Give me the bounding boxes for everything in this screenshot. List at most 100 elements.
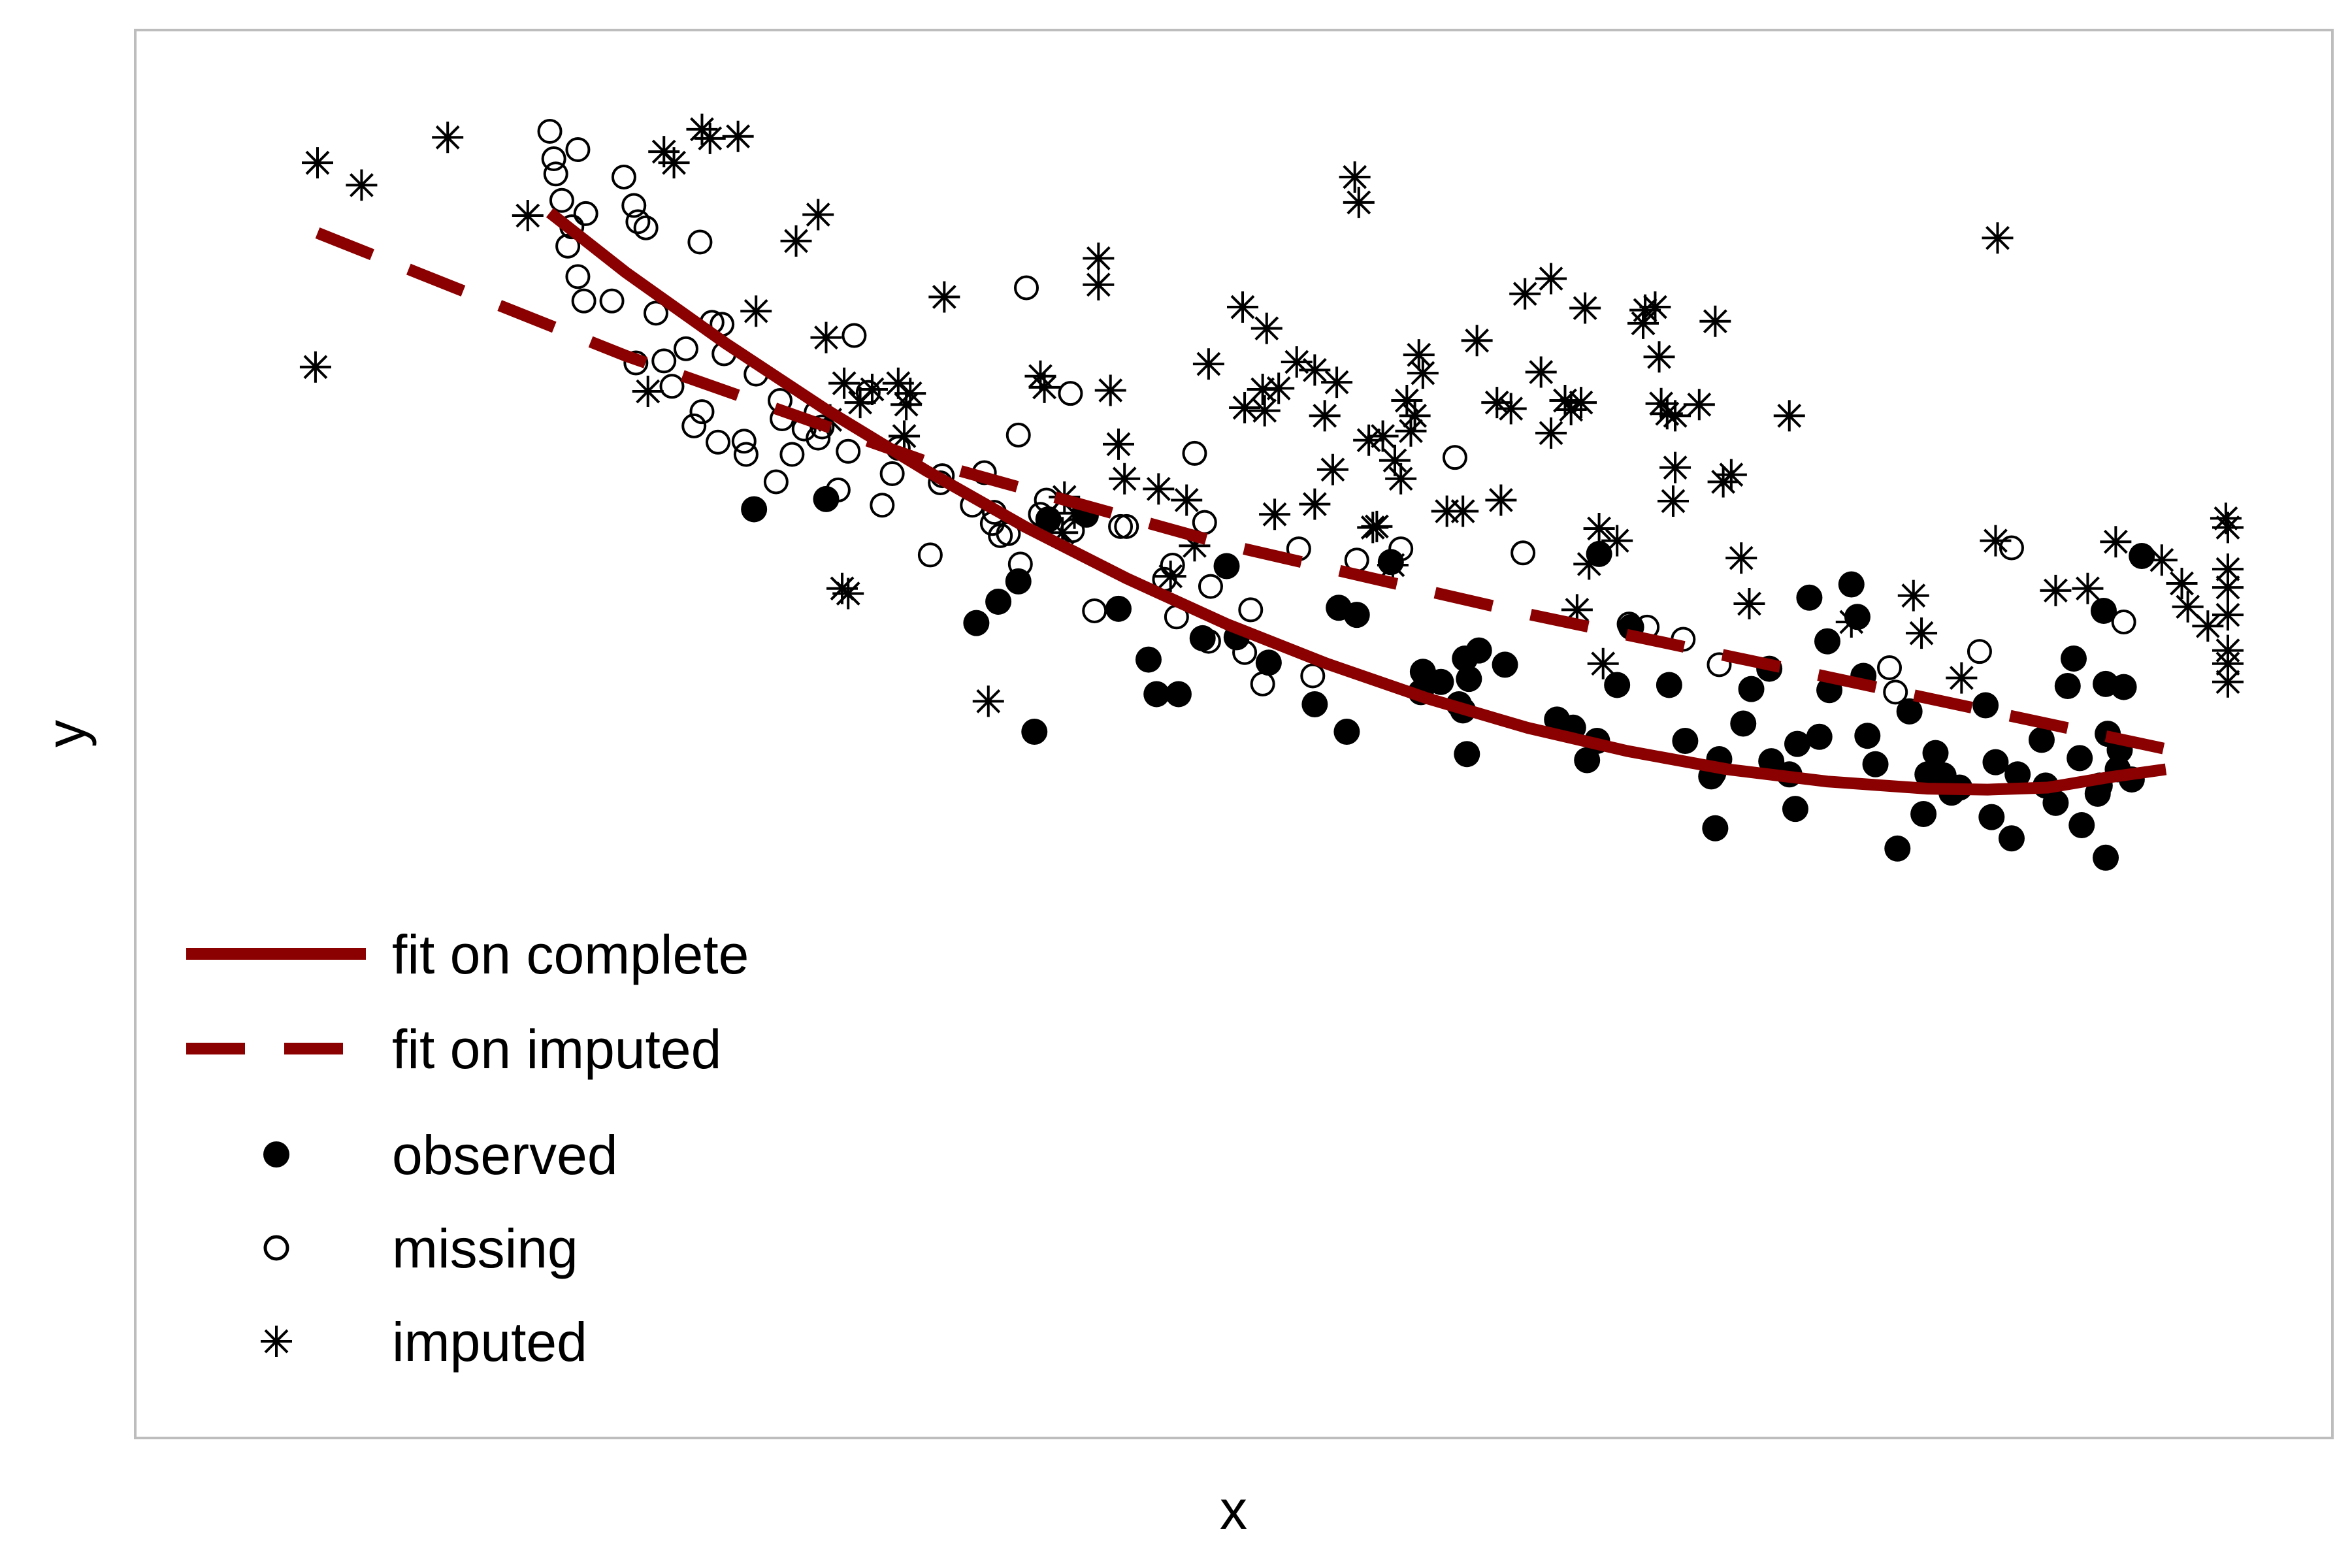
observed-point [813, 485, 840, 512]
observed-point [2068, 812, 2095, 839]
imputed-point [1361, 510, 1393, 542]
missing-point [565, 264, 591, 289]
missing-point [1707, 652, 1732, 678]
imputed-point [1946, 662, 1978, 694]
imputed-point [1587, 647, 1619, 679]
missing-point [1238, 597, 1264, 623]
observed-point [1782, 796, 1808, 823]
missing-point [565, 137, 591, 162]
observed-point [2028, 727, 2055, 753]
missing-point [1967, 639, 1992, 664]
missing-point [763, 469, 789, 495]
observed-point [2060, 645, 2087, 672]
observed-point [1165, 681, 1192, 708]
imputed-point [2212, 512, 2244, 544]
imputed-point [1083, 242, 1115, 274]
imputed-point [2212, 572, 2244, 604]
observed-point [1854, 723, 1881, 749]
imputed-point [1024, 360, 1056, 392]
observed-point [741, 496, 768, 523]
observed-point [1135, 646, 1162, 673]
imputed-point [928, 281, 960, 313]
plot-frame [134, 29, 2334, 1439]
missing-point [687, 229, 713, 255]
missing-point [541, 146, 566, 171]
imputed-point [1982, 222, 2014, 254]
observed-point [2129, 542, 2155, 569]
observed-point [1784, 730, 1811, 757]
missing-point [2111, 610, 2136, 635]
missing-point [836, 438, 861, 464]
missing-point [841, 323, 867, 348]
imputed-point [1659, 400, 1691, 432]
missing-point [1082, 598, 1107, 623]
imputed-point [632, 376, 664, 408]
imputed-point [658, 147, 690, 179]
observed-point [1255, 649, 1282, 676]
missing-point [1196, 629, 1221, 654]
imputed-point [1485, 484, 1517, 516]
observed-point [1814, 628, 1840, 655]
imputed-point [1263, 372, 1295, 404]
imputed-point [1906, 617, 1938, 649]
imputed-point [1395, 415, 1427, 447]
imputed-point [1343, 186, 1375, 218]
imputed-point [1573, 548, 1605, 580]
imputed-point [1299, 488, 1331, 520]
imputed-point [1102, 428, 1134, 460]
observed-point [2066, 745, 2093, 772]
imputed-point [722, 120, 754, 152]
missing-point [1232, 640, 1258, 665]
observed-point [1656, 672, 1682, 698]
observed-point [2042, 789, 2069, 816]
imputed-point [512, 200, 544, 232]
observed-point [1730, 710, 1757, 737]
observed-point [1105, 595, 1132, 622]
imputed-point [856, 373, 888, 405]
imputed-point [828, 367, 860, 399]
imputed-point [1250, 312, 1282, 344]
missing-point [917, 542, 943, 568]
y-axis-title: y [35, 720, 97, 747]
missing-point [681, 413, 707, 438]
observed-point [1213, 553, 1240, 580]
imputed-point [1143, 473, 1175, 505]
imputed-point [1535, 263, 1567, 295]
observed-point [1738, 676, 1765, 702]
missing-point [537, 118, 563, 144]
missing-point [599, 288, 625, 314]
missing-point [549, 188, 574, 213]
missing-point [1108, 514, 1134, 539]
observed-point [1189, 625, 1216, 651]
imputed-point [1707, 466, 1739, 498]
imputed-point [740, 295, 772, 327]
imputed-point [832, 578, 864, 610]
fit-complete-line [546, 208, 2167, 796]
imputed-point [1725, 542, 1757, 574]
imputed-point [1094, 374, 1126, 406]
imputed-point [810, 321, 842, 353]
imputed-point [894, 378, 926, 410]
imputed-point [1407, 357, 1439, 389]
imputed-point [889, 420, 921, 452]
missing-point [555, 233, 581, 259]
missing-point [1883, 679, 1908, 705]
imputed-point [432, 122, 464, 154]
missing-point [1442, 445, 1467, 470]
missing-point [1114, 514, 1139, 539]
imputed-point [844, 387, 876, 419]
observed-point [1862, 751, 1889, 777]
imputed-point [1259, 498, 1291, 531]
missing-point [571, 288, 596, 314]
observed-point [1978, 804, 2005, 830]
imputed-point [1643, 341, 1675, 373]
imputed-point [1549, 385, 1581, 417]
missing-point [1999, 535, 2024, 561]
imputed-point [1109, 463, 1141, 495]
imputed-point [1683, 389, 1715, 421]
observed-point [1910, 800, 1937, 827]
imputed-point [1535, 417, 1567, 449]
legend-asterisk-glyph [261, 1326, 292, 1357]
imputed-point [1377, 549, 1409, 581]
